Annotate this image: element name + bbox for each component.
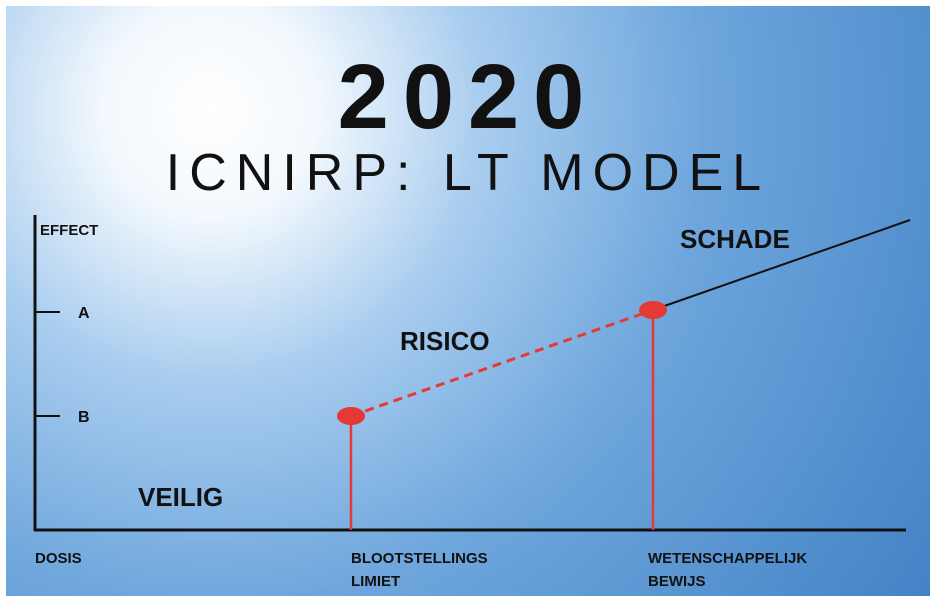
subtitle: ICNIRP: LT MODEL [166,144,770,202]
x-axis-label: DOSIS [35,550,82,567]
y-tick-label: A [78,305,90,322]
evidence-dot [639,301,667,319]
marker-label: LIMIET [351,573,400,590]
page: {"header": {"title": "2020", "subtitle":… [0,0,936,601]
zone-safe: VEILIG [138,482,223,512]
title: 2020 [338,46,599,148]
marker-label: WETENSCHAPPELIJK [648,550,807,567]
zone-risk: RISICO [400,326,490,356]
zone-harm: SCHADE [680,224,790,254]
y-axis-label: EFFECT [40,222,98,239]
diagram: 2020 ICNIRP: LT MODEL EFFECT A B SCHADE … [0,0,936,601]
marker-label: BEWIJS [648,573,706,590]
y-tick-label: B [78,409,90,426]
limit-dot [337,407,365,425]
marker-label: BLOOTSTELLINGS [351,550,488,567]
